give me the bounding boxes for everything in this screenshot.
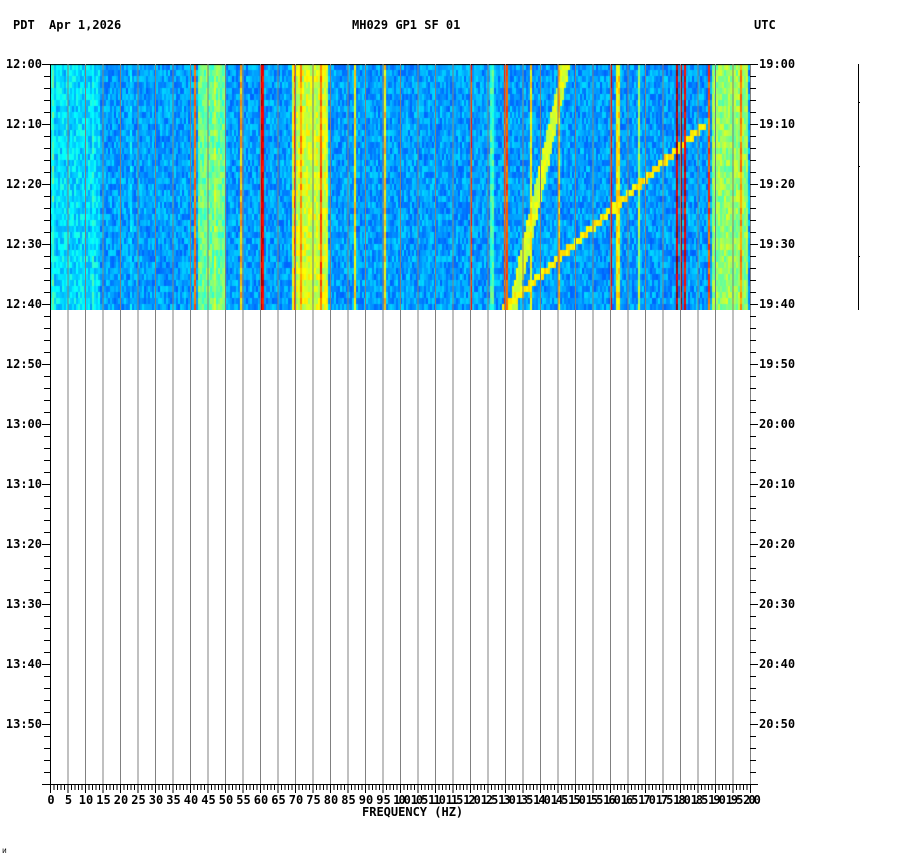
x-tick-label: 90 bbox=[358, 793, 374, 807]
x-tick-label: 140 bbox=[533, 793, 551, 807]
x-tick-label: 190 bbox=[708, 793, 726, 807]
x-tick-label: 105 bbox=[410, 793, 429, 807]
y-tick-label-right: 19:30 bbox=[759, 237, 796, 251]
date-label: Apr 1,2026 bbox=[49, 18, 122, 32]
y-tick-label-left: 13:30 bbox=[5, 597, 42, 611]
y-tick-label-left: 13:20 bbox=[5, 537, 42, 551]
x-tick-label: 135 bbox=[515, 793, 534, 807]
x-tick-label: 175 bbox=[655, 793, 674, 807]
x-tick-label: 50 bbox=[218, 793, 234, 807]
corner-mark: ᴎ bbox=[2, 846, 7, 855]
scale-bar-tick bbox=[858, 102, 860, 103]
x-tick-label: 30 bbox=[148, 793, 164, 807]
x-tick-label: 75 bbox=[306, 793, 321, 807]
x-tick-label: 60 bbox=[253, 793, 269, 807]
x-tick-label: 35 bbox=[166, 793, 181, 807]
x-tick-label: 180 bbox=[673, 793, 691, 807]
x-tick-label: 145 bbox=[550, 793, 569, 807]
x-tick-label: 165 bbox=[620, 793, 639, 807]
x-tick-label: 55 bbox=[236, 793, 251, 807]
x-tick-label: 195 bbox=[725, 793, 744, 807]
x-tick-label: 115 bbox=[445, 793, 464, 807]
x-tick-label: 130 bbox=[498, 793, 516, 807]
y-tick-label-left: 12:00 bbox=[5, 57, 42, 71]
y-tick-label-left: 12:10 bbox=[5, 117, 42, 131]
y-tick-label-left: 12:50 bbox=[5, 357, 42, 371]
x-tick-label: 10 bbox=[78, 793, 94, 807]
scale-bar-tick bbox=[858, 256, 860, 257]
y-tick-label-right: 19:40 bbox=[759, 297, 796, 311]
x-tick-label: 45 bbox=[201, 793, 216, 807]
x-tick-label: 110 bbox=[428, 793, 446, 807]
y-tick-label-left: 12:40 bbox=[5, 297, 42, 311]
x-tick-label: 125 bbox=[480, 793, 499, 807]
x-axis-title: FREQUENCY (HZ) bbox=[362, 805, 464, 819]
x-tick-label: 185 bbox=[690, 793, 709, 807]
spectrogram-plot bbox=[50, 64, 750, 784]
y-tick-label-right: 20:30 bbox=[759, 597, 796, 611]
x-tick-label: 65 bbox=[271, 793, 286, 807]
y-tick-label-left: 13:40 bbox=[5, 657, 42, 671]
y-tick-label-right: 19:20 bbox=[759, 177, 796, 191]
y-tick-label-right: 20:20 bbox=[759, 537, 796, 551]
x-tick-label: 200 bbox=[743, 793, 761, 807]
x-tick-label: 15 bbox=[96, 793, 111, 807]
y-tick-label-right: 20:10 bbox=[759, 477, 796, 491]
y-tick-label-right: 20:40 bbox=[759, 657, 796, 671]
x-tick-label: 20 bbox=[113, 793, 129, 807]
x-tick-label: 120 bbox=[463, 793, 481, 807]
x-tick-label: 70 bbox=[288, 793, 304, 807]
y-tick-label-left: 12:20 bbox=[5, 177, 42, 191]
x-tick-label: 0 bbox=[47, 793, 55, 807]
y-tick-label-right: 19:10 bbox=[759, 117, 796, 131]
x-tick-label: 5 bbox=[64, 793, 73, 807]
right-timezone-label: UTC bbox=[754, 18, 776, 32]
y-tick-label-right: 20:50 bbox=[759, 717, 796, 731]
station-title: MH029 GP1 SF 01 bbox=[352, 18, 461, 32]
x-tick-label: 40 bbox=[183, 793, 199, 807]
scale-bar-tick bbox=[858, 166, 860, 167]
x-tick-label: 160 bbox=[603, 793, 621, 807]
plot-grid bbox=[67, 64, 734, 784]
y-tick-label-left: 12:30 bbox=[5, 237, 42, 251]
y-tick-label-left: 13:50 bbox=[5, 717, 42, 731]
scale-bar bbox=[858, 64, 859, 310]
x-tick-label: 25 bbox=[131, 793, 146, 807]
y-tick-label-left: 13:00 bbox=[5, 417, 42, 431]
y-tick-label-right: 19:50 bbox=[759, 357, 796, 371]
x-tick-label: 95 bbox=[376, 793, 391, 807]
y-tick-label-right: 19:00 bbox=[759, 57, 796, 71]
x-tick-label: 100 bbox=[393, 793, 411, 807]
x-tick-label: 155 bbox=[585, 793, 604, 807]
y-tick-label-left: 13:10 bbox=[5, 477, 42, 491]
left-timezone-label: PDT bbox=[13, 18, 35, 32]
x-tick-label: 170 bbox=[638, 793, 656, 807]
x-tick-label: 150 bbox=[568, 793, 586, 807]
x-tick-label: 85 bbox=[341, 793, 356, 807]
y-tick-label-right: 20:00 bbox=[759, 417, 796, 431]
x-tick-label: 80 bbox=[323, 793, 339, 807]
